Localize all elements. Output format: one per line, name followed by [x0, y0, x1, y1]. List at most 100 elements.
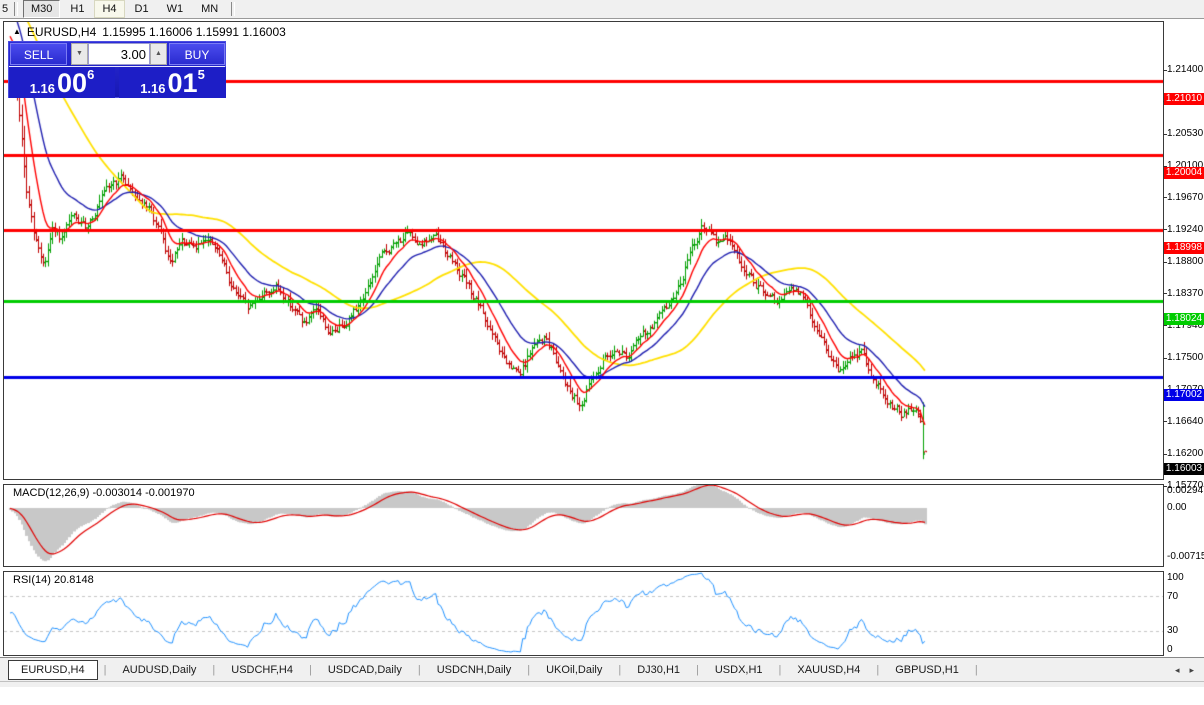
price-tick: [1163, 485, 1167, 487]
price-scale-label: 1.19670: [1167, 191, 1204, 203]
tab-separator: |: [309, 664, 312, 676]
tab-dj30-h1[interactable]: DJ30,H1: [637, 664, 680, 676]
price-scale-label: 1.18800: [1167, 256, 1204, 268]
rsi-scale-label: 30: [1167, 625, 1179, 636]
rsi-canvas[interactable]: [4, 572, 1163, 655]
tab-scroll-right-icon[interactable]: ▸: [1189, 664, 1194, 675]
rsi-scale-label: 100: [1167, 572, 1184, 583]
rsi-scale-label: 0: [1167, 644, 1173, 655]
price-tick: [1163, 133, 1167, 135]
price-scale-label: 1.17500: [1167, 352, 1204, 364]
price-tick: [1163, 165, 1167, 167]
buy-price-display[interactable]: 1.16 01 5: [119, 67, 226, 98]
sell-price-display[interactable]: 1.16 00 6: [9, 67, 115, 98]
timeframe-toolbar: 5 M30 H1 H4 D1 W1 MN: [0, 0, 1204, 19]
volume-input[interactable]: [88, 43, 150, 65]
rsi-label: RSI(14) 20.8148: [13, 574, 94, 586]
tab-separator: |: [876, 664, 880, 676]
timeframe-m5[interactable]: 5: [2, 3, 9, 15]
buy-price-big: 01: [167, 68, 198, 98]
main-chart-panel: [3, 21, 1164, 480]
rsi-panel: [3, 571, 1164, 656]
price-tick: [1163, 453, 1167, 455]
chart-ohlc-values: 1.15995 1.16006 1.15991 1.16003: [102, 25, 286, 39]
one-click-collapse-icon[interactable]: ▲: [13, 26, 21, 36]
buy-price-sup: 5: [197, 67, 205, 82]
macd-scale-label: 0.002947: [1167, 485, 1204, 496]
timeframe-w1[interactable]: W1: [166, 3, 184, 15]
timeframe-h1[interactable]: H1: [70, 3, 85, 15]
price-tick: [1163, 229, 1167, 231]
macd-scale-label: 0.00: [1167, 502, 1187, 513]
sell-price-small: 1.16: [29, 81, 56, 96]
tab-audusd-daily[interactable]: AUDUSD,Daily: [122, 664, 197, 676]
chart-symbol-period: EURUSD,H4: [26, 25, 97, 39]
current-price-badge: 1.16003: [1164, 462, 1204, 475]
tab-separator: |: [618, 664, 622, 676]
chart-workspace: ▲ EURUSD,H4 1.15995 1.16006 1.15991 1.16…: [0, 19, 1204, 705]
tab-eurusd-h4[interactable]: EURUSD,H4: [8, 660, 98, 680]
rsi-scale-label: 70: [1167, 591, 1179, 602]
price-tick: [1163, 69, 1167, 71]
price-tick: [1163, 197, 1167, 199]
price-tick: [1163, 261, 1167, 263]
chart-tabs: EURUSD,H4 | AUDUSD,Daily | USDCHF,H4 | USDCAD,…: [0, 660, 978, 680]
macd-scale-label: -0.00715: [1167, 551, 1204, 562]
tab-separator: |: [778, 664, 782, 676]
hline-price-badge: 1.20004: [1164, 167, 1204, 180]
price-scale-label: 1.16640: [1167, 415, 1204, 427]
price-scale-label: 1.16200: [1167, 448, 1204, 460]
sell-button[interactable]: SELL: [10, 43, 67, 65]
tab-separator: |: [103, 664, 107, 676]
tab-separator: |: [527, 664, 531, 676]
tab-scroll-arrows: ◂ ▸: [1175, 665, 1194, 676]
tab-gbpusd-h1[interactable]: GBPUSD,H1: [895, 664, 959, 676]
price-scale-label: 1.20100: [1167, 160, 1204, 172]
tab-separator: |: [212, 664, 216, 676]
hline-price-badge: 1.18998: [1164, 241, 1204, 254]
tab-usdx-h1[interactable]: USDX,H1: [714, 664, 763, 676]
tab-usdcad-daily[interactable]: USDCAD,Daily: [327, 664, 402, 676]
timeframe-h4[interactable]: H4: [94, 0, 125, 18]
status-strip: [0, 681, 1204, 687]
main-chart-canvas[interactable]: [4, 22, 1163, 479]
buy-price-small: 1.16: [140, 81, 166, 96]
hline-price-badge: 1.21010: [1164, 92, 1204, 105]
tab-usdcnh-daily[interactable]: USDCNH,Daily: [436, 664, 512, 676]
tab-xauusd-h4[interactable]: XAUUSD,H4: [797, 664, 861, 676]
chart-tab-bar: EURUSD,H4 | AUDUSD,Daily | USDCHF,H4 | USDCAD,…: [0, 657, 1204, 682]
tab-ukoil-daily[interactable]: UKOil,Daily: [546, 664, 603, 676]
timeframe-mn[interactable]: MN: [201, 3, 219, 15]
price-scale-label: 1.20530: [1167, 128, 1204, 140]
hline-price-badge: 1.17002: [1164, 389, 1204, 401]
macd-panel: [3, 484, 1164, 567]
chart-ohlc-title: ▲ EURUSD,H4 1.15995 1.16006 1.15991 1.16…: [13, 25, 286, 39]
one-click-trade-panel: SELL ▼ ▲ BUY 1.16 00 6 1.16 01 5: [8, 41, 226, 98]
tab-usdchf-h4[interactable]: USDCHF,H4: [231, 664, 293, 676]
price-tick: [1163, 421, 1167, 423]
volume-stepper: ▼ ▲: [71, 43, 167, 65]
tab-separator: |: [696, 664, 699, 676]
buy-button[interactable]: BUY: [169, 43, 225, 65]
price-scale-label: 1.21400: [1167, 64, 1204, 75]
price-scale-label: 1.15770: [1167, 480, 1204, 492]
price-tick: [1163, 357, 1167, 359]
macd-label: MACD(12,26,9) -0.003014 -0.001970: [13, 487, 195, 499]
timeframe-m30[interactable]: M30: [23, 0, 61, 18]
volume-decrease-icon[interactable]: ▼: [71, 43, 88, 65]
price-scale-label: 1.18370: [1167, 287, 1204, 299]
trade-panel-header: SELL ▼ ▲ BUY: [9, 42, 225, 67]
timeframe-d1[interactable]: D1: [134, 3, 149, 15]
tab-separator: |: [974, 664, 978, 676]
toolbar-separator: [231, 2, 236, 16]
tab-scroll-left-icon[interactable]: ◂: [1174, 664, 1180, 675]
sell-price-sup: 6: [87, 67, 95, 82]
price-tick: [1163, 293, 1167, 295]
tab-separator: |: [417, 664, 421, 676]
sell-price-big: 00: [57, 68, 88, 98]
hline-price-badge: 1.18024: [1164, 313, 1204, 326]
price-tick: [1163, 325, 1167, 327]
volume-increase-icon[interactable]: ▲: [150, 43, 167, 65]
macd-canvas[interactable]: [4, 485, 1163, 566]
